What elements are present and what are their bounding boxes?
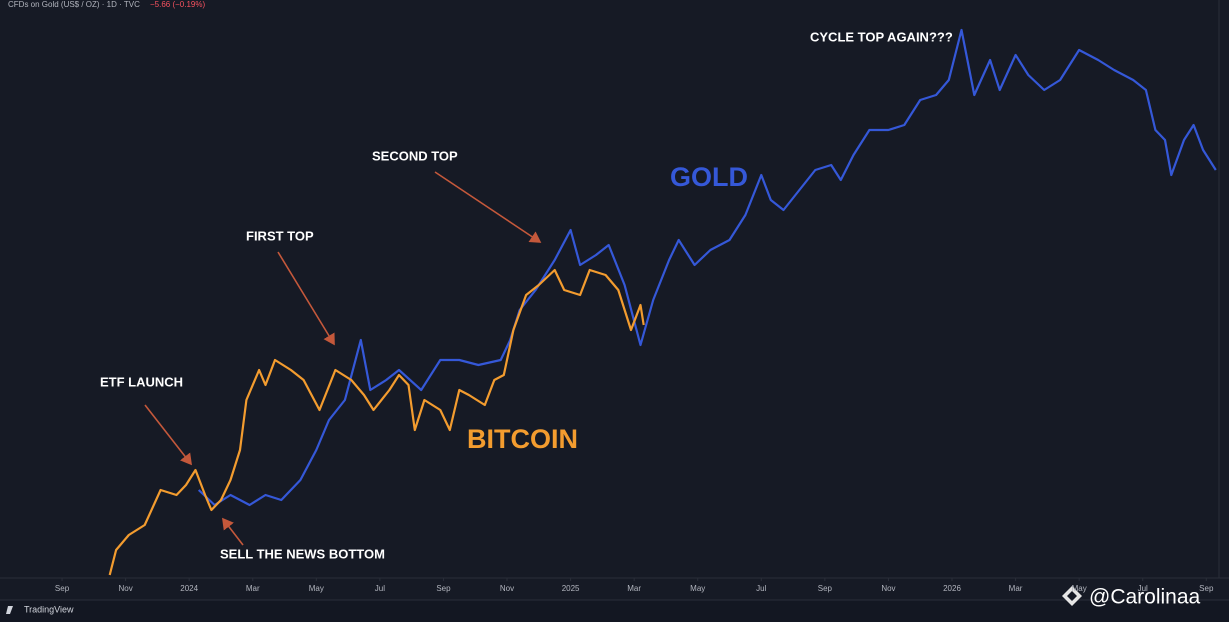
x-tick-label: Jul xyxy=(1138,584,1148,593)
brand-logo xyxy=(6,606,13,614)
series-line xyxy=(108,268,645,576)
price-change: −5.66 (−0.19%) xyxy=(150,0,205,9)
x-tick-label: May xyxy=(690,584,705,593)
x-tick-label: Sep xyxy=(55,584,70,593)
x-tick-label: Mar xyxy=(246,584,260,593)
x-tick-label: Mar xyxy=(627,584,641,593)
series-label: GOLD xyxy=(670,162,748,192)
annotation: CYCLE TOP AGAIN??? xyxy=(810,29,953,44)
x-tick-label: Nov xyxy=(118,584,132,593)
watermark-logo xyxy=(1062,586,1082,606)
arrow xyxy=(144,404,192,466)
watermark: @Carolinaa xyxy=(1089,586,1201,609)
x-tick-label: Mar xyxy=(1009,584,1023,593)
series-lines xyxy=(108,28,1217,576)
x-tick-label: Sep xyxy=(436,584,451,593)
annotation: ETF LAUNCH xyxy=(100,374,183,389)
footer-bar xyxy=(0,600,1229,622)
x-tick-label: 2025 xyxy=(562,584,580,593)
x-tick-label: Jul xyxy=(756,584,766,593)
x-tick-label: Nov xyxy=(500,584,514,593)
brand: TradingView xyxy=(24,604,74,614)
annotation: SELL THE NEWS BOTTOM xyxy=(220,546,385,561)
annotation: SECOND TOP xyxy=(372,148,458,163)
x-tick-label: May xyxy=(1072,584,1087,593)
x-tick-label: Nov xyxy=(881,584,895,593)
x-tick-label: Sep xyxy=(818,584,833,593)
arrow xyxy=(277,251,335,346)
x-tick-label: Jul xyxy=(375,584,385,593)
annotation: FIRST TOP xyxy=(246,228,314,243)
symbol-title: CFDs on Gold (US$ / OZ) · 1D · TVC xyxy=(8,0,140,9)
arrow xyxy=(434,171,542,243)
x-tick-label: May xyxy=(309,584,324,593)
series-line xyxy=(197,28,1217,507)
x-tick-label: Sep xyxy=(1199,584,1214,593)
x-tick-label: 2026 xyxy=(943,584,961,593)
series-label: BITCOIN xyxy=(467,424,578,454)
x-tick-label: 2024 xyxy=(180,584,198,593)
arrow xyxy=(222,517,244,546)
